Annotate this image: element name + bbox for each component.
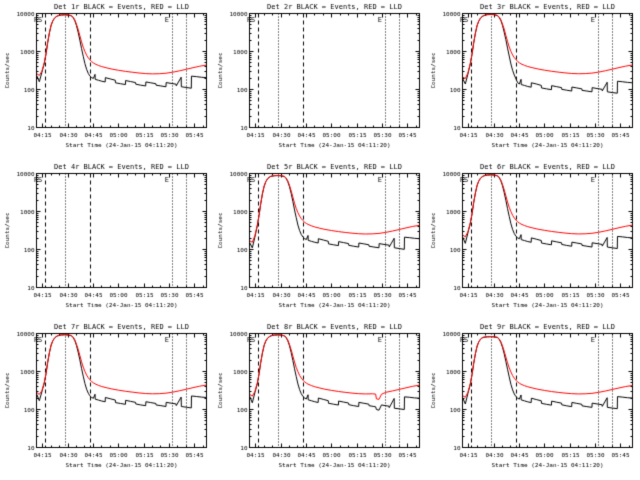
det-7r-plot-canvas — [0, 320, 213, 480]
det-3r-plot-canvas — [426, 0, 639, 160]
panel-det-6r — [426, 160, 639, 320]
det-2r-plot-canvas — [213, 0, 426, 160]
panel-det-3r — [426, 0, 639, 160]
det-4r-plot-canvas — [0, 160, 213, 320]
panel-det-9r — [426, 320, 639, 480]
panel-det-7r — [0, 320, 213, 480]
panel-det-5r — [213, 160, 426, 320]
det-6r-plot-canvas — [426, 160, 639, 320]
det-8r-plot-canvas — [213, 320, 426, 480]
det-1r-plot-canvas — [0, 0, 213, 160]
panel-det-1r — [0, 0, 213, 160]
panel-det-4r — [0, 160, 213, 320]
det-9r-plot-canvas — [426, 320, 639, 480]
det-5r-plot-canvas — [213, 160, 426, 320]
panel-det-2r — [213, 0, 426, 160]
panel-det-8r — [213, 320, 426, 480]
